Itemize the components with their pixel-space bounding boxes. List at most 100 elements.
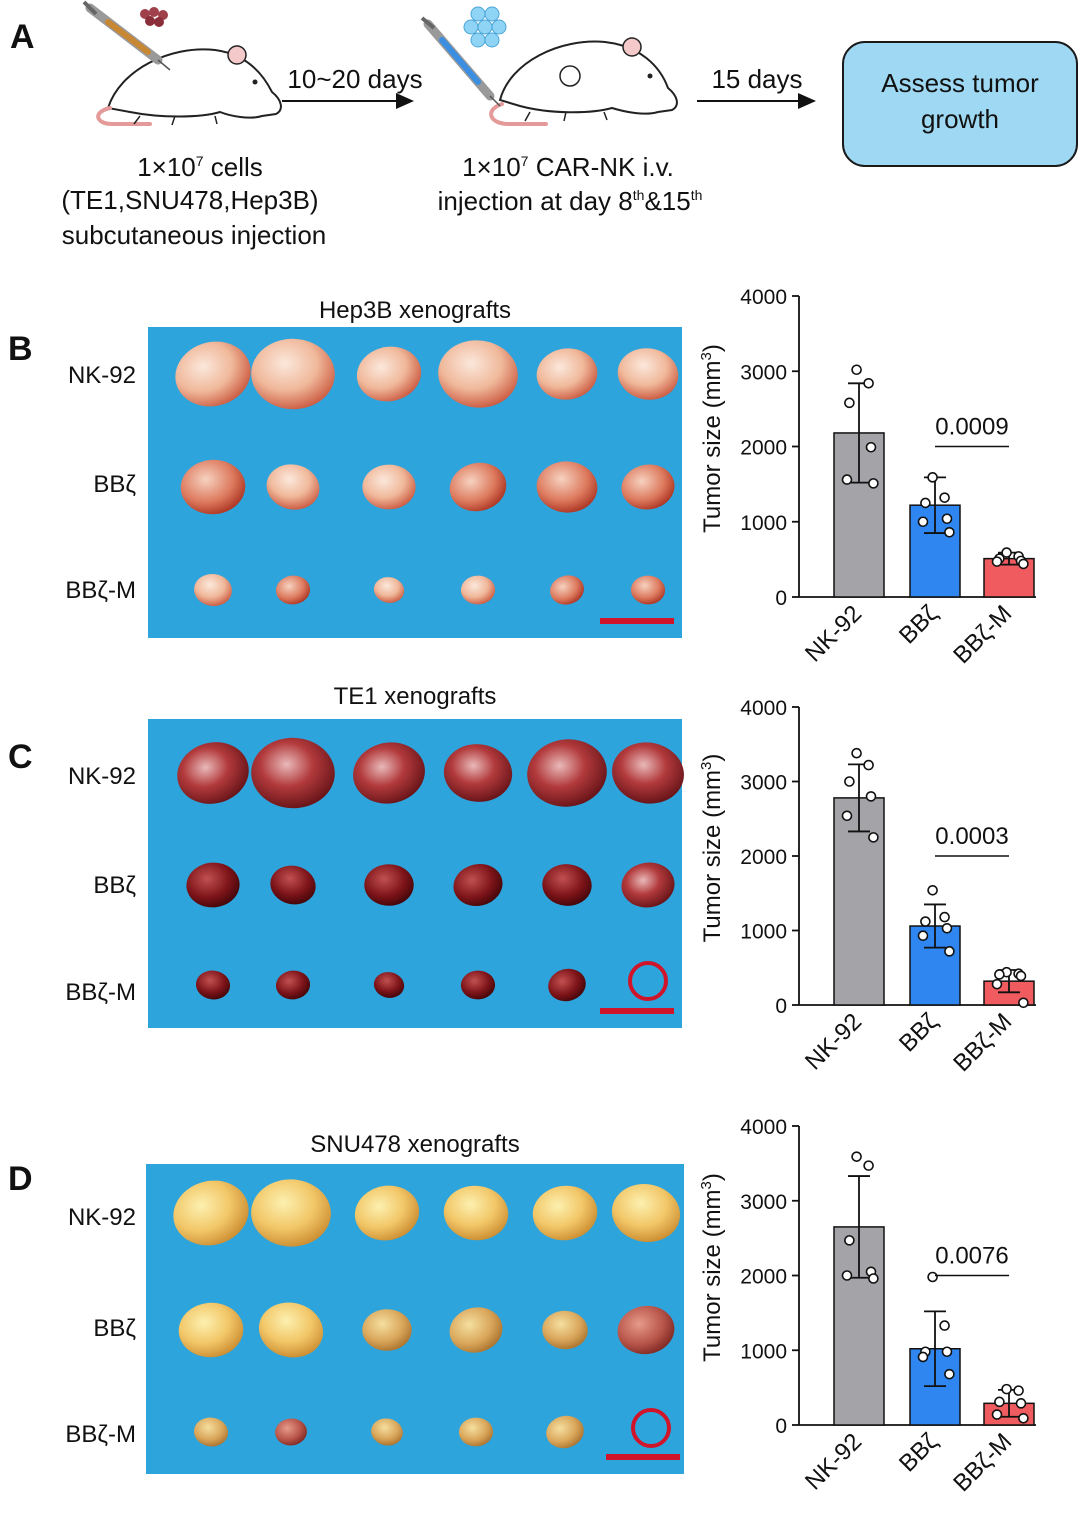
data-point — [944, 946, 955, 957]
y-tick-label: 4000 — [740, 286, 787, 309]
data-point — [941, 1346, 953, 1358]
tumor — [546, 1415, 584, 1449]
data-point — [941, 922, 953, 934]
y-tick-label: 0 — [775, 1415, 787, 1438]
data-point — [841, 1270, 853, 1281]
y-tick-label: 2000 — [740, 846, 787, 869]
row-label: BBζ-M — [65, 979, 136, 1006]
data-point — [844, 776, 855, 787]
x-category-label: BBζ — [894, 1008, 944, 1058]
tumor — [175, 341, 251, 407]
row-label: BBζ-M — [65, 1421, 136, 1448]
tumor — [443, 744, 513, 802]
tumor — [193, 1417, 229, 1447]
data-point — [863, 1160, 874, 1171]
row-label: NK-92 — [68, 362, 136, 389]
arrow1-label: 10~20 days — [287, 64, 422, 94]
p-value: 0.0009 — [935, 414, 1008, 441]
y-tick-label: 2000 — [740, 437, 787, 460]
data-point — [917, 516, 929, 528]
tumor — [621, 464, 675, 510]
tumor — [449, 1307, 503, 1353]
data-point — [991, 1409, 1003, 1420]
data-point — [920, 916, 931, 927]
data-point — [868, 478, 879, 489]
tumor — [453, 863, 503, 907]
tumor — [371, 1418, 403, 1446]
row-label: NK-92 — [68, 763, 136, 790]
tumor — [460, 575, 496, 605]
panel-label: D — [8, 1160, 33, 1198]
arrow2-label: 15 days — [711, 64, 802, 94]
data-point — [863, 759, 874, 771]
tumor — [356, 346, 422, 402]
data-point — [841, 474, 853, 485]
tumor — [438, 340, 518, 408]
tumor — [195, 970, 231, 1000]
tumor — [550, 575, 584, 605]
tumor — [178, 1302, 244, 1358]
x-category-label: BBζ — [894, 1428, 944, 1478]
tumor — [617, 1305, 675, 1355]
x-category-label: BBζ-M — [948, 1428, 1017, 1497]
data-point — [863, 377, 874, 389]
y-tick-label: 4000 — [740, 1116, 787, 1139]
empty-tumor-circle — [631, 1408, 671, 1448]
data-point — [917, 1351, 929, 1363]
data-point — [851, 747, 862, 759]
data-point — [1018, 558, 1029, 570]
data-point — [851, 364, 862, 376]
x-category-label: BBζ — [894, 600, 944, 650]
tumor — [449, 462, 507, 512]
car-nk-cells-icon — [463, 6, 507, 48]
data-point — [841, 810, 853, 822]
data-point — [868, 832, 879, 843]
tumor — [611, 1184, 681, 1242]
data-point — [991, 556, 1003, 567]
step2-line1: 1×107 CAR-NK i.v. — [462, 152, 674, 182]
data-point — [994, 969, 1005, 980]
data-point — [851, 1151, 862, 1162]
tumor — [362, 1309, 412, 1351]
bar — [833, 1226, 885, 1426]
scale-bar — [600, 1008, 674, 1014]
bar-chart: 0 1000 2000 3000 4000 Tumor size (mm3) NK-92 BB… — [698, 1116, 1036, 1497]
mouse-illustration-1 — [96, 45, 282, 126]
row-label: BBζ — [93, 1315, 136, 1342]
tumor — [373, 577, 405, 603]
photo-title: Hep3B xenografts — [319, 297, 511, 324]
y-tick-label: 3000 — [740, 1191, 787, 1214]
row-label: BBζ — [93, 471, 136, 498]
tumor — [173, 1180, 249, 1246]
step1-line1: 1×107 cells — [137, 152, 263, 182]
data-point — [865, 441, 877, 453]
y-axis-label: Tumor size (mm3) — [698, 754, 726, 943]
bar-chart: 0 1000 2000 3000 4000 Tumor size (mm3) NK-92 BB… — [698, 286, 1036, 669]
tumor — [621, 862, 675, 908]
x-category-label: BBζ-M — [948, 600, 1017, 669]
tumor — [186, 862, 240, 908]
data-point — [944, 1368, 955, 1380]
tumor — [177, 742, 249, 804]
x-category-label: NK-92 — [800, 600, 867, 667]
row-label: BBζ-M — [65, 577, 136, 604]
tumor — [536, 348, 598, 400]
row-label: NK-92 — [68, 1204, 136, 1231]
data-point — [1018, 1412, 1029, 1424]
y-tick-label: 1000 — [740, 921, 787, 944]
scale-bar — [600, 618, 674, 624]
panel-a: A 1×107 cells (TE1,SNU478,Hep3B) subcuta… — [10, 0, 1078, 250]
tumor — [194, 573, 232, 607]
step2-line2: injection at day 8th&15th — [438, 186, 703, 216]
tumor — [630, 575, 666, 605]
tumor — [270, 865, 316, 905]
y-tick-label: 1000 — [740, 512, 787, 535]
p-value: 0.0003 — [935, 823, 1008, 850]
panel-label: B — [8, 330, 33, 368]
data-point — [939, 911, 950, 923]
tumor — [251, 1179, 331, 1247]
syringe-icon-2 — [420, 16, 501, 107]
data-point — [994, 1396, 1005, 1408]
